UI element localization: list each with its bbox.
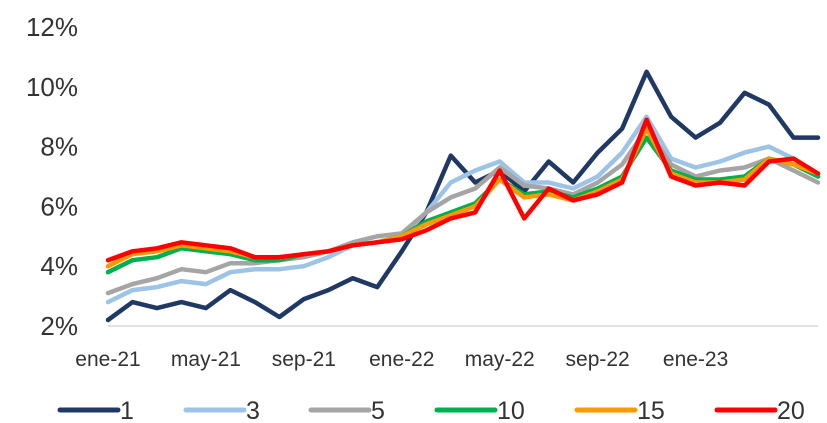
legend-label-1: 1 (120, 397, 134, 423)
series-line-1 (105, 69, 821, 323)
y-tick-label: 10% (26, 72, 78, 102)
legend-label-15: 15 (637, 397, 665, 423)
y-axis-ticks: 2% 4% 6% 8% 10% 12% (26, 12, 78, 341)
x-axis-ticks: ene-21 may-21 sep-21 ene-22 may-22 sep-22 ene-… (75, 348, 728, 371)
series-line-20 (105, 117, 821, 263)
series-line-5 (105, 126, 821, 296)
series-lines (105, 69, 821, 323)
x-tick-label: may-22 (465, 348, 535, 371)
x-tick-label: ene-23 (663, 348, 728, 371)
y-tick-label: 2% (40, 311, 78, 341)
series-line-15 (105, 126, 821, 269)
legend-label-5: 5 (371, 397, 385, 423)
x-tick-label: ene-22 (369, 348, 434, 371)
series-line-10 (105, 135, 821, 275)
legend-label-20: 20 (777, 397, 805, 423)
y-tick-label: 12% (26, 12, 78, 42)
x-tick-label: sep-21 (272, 348, 336, 371)
y-tick-label: 8% (40, 132, 78, 162)
series-line-3 (105, 114, 821, 305)
y-tick-label: 6% (40, 191, 78, 221)
x-tick-label: may-21 (171, 348, 241, 371)
legend: 1 3 5 10 15 20 (57, 397, 805, 423)
legend-label-3: 3 (246, 397, 260, 423)
legend-label-10: 10 (497, 397, 525, 423)
y-tick-label: 4% (40, 251, 78, 281)
x-tick-label: sep-22 (566, 348, 630, 371)
x-tick-label: ene-21 (75, 348, 140, 371)
